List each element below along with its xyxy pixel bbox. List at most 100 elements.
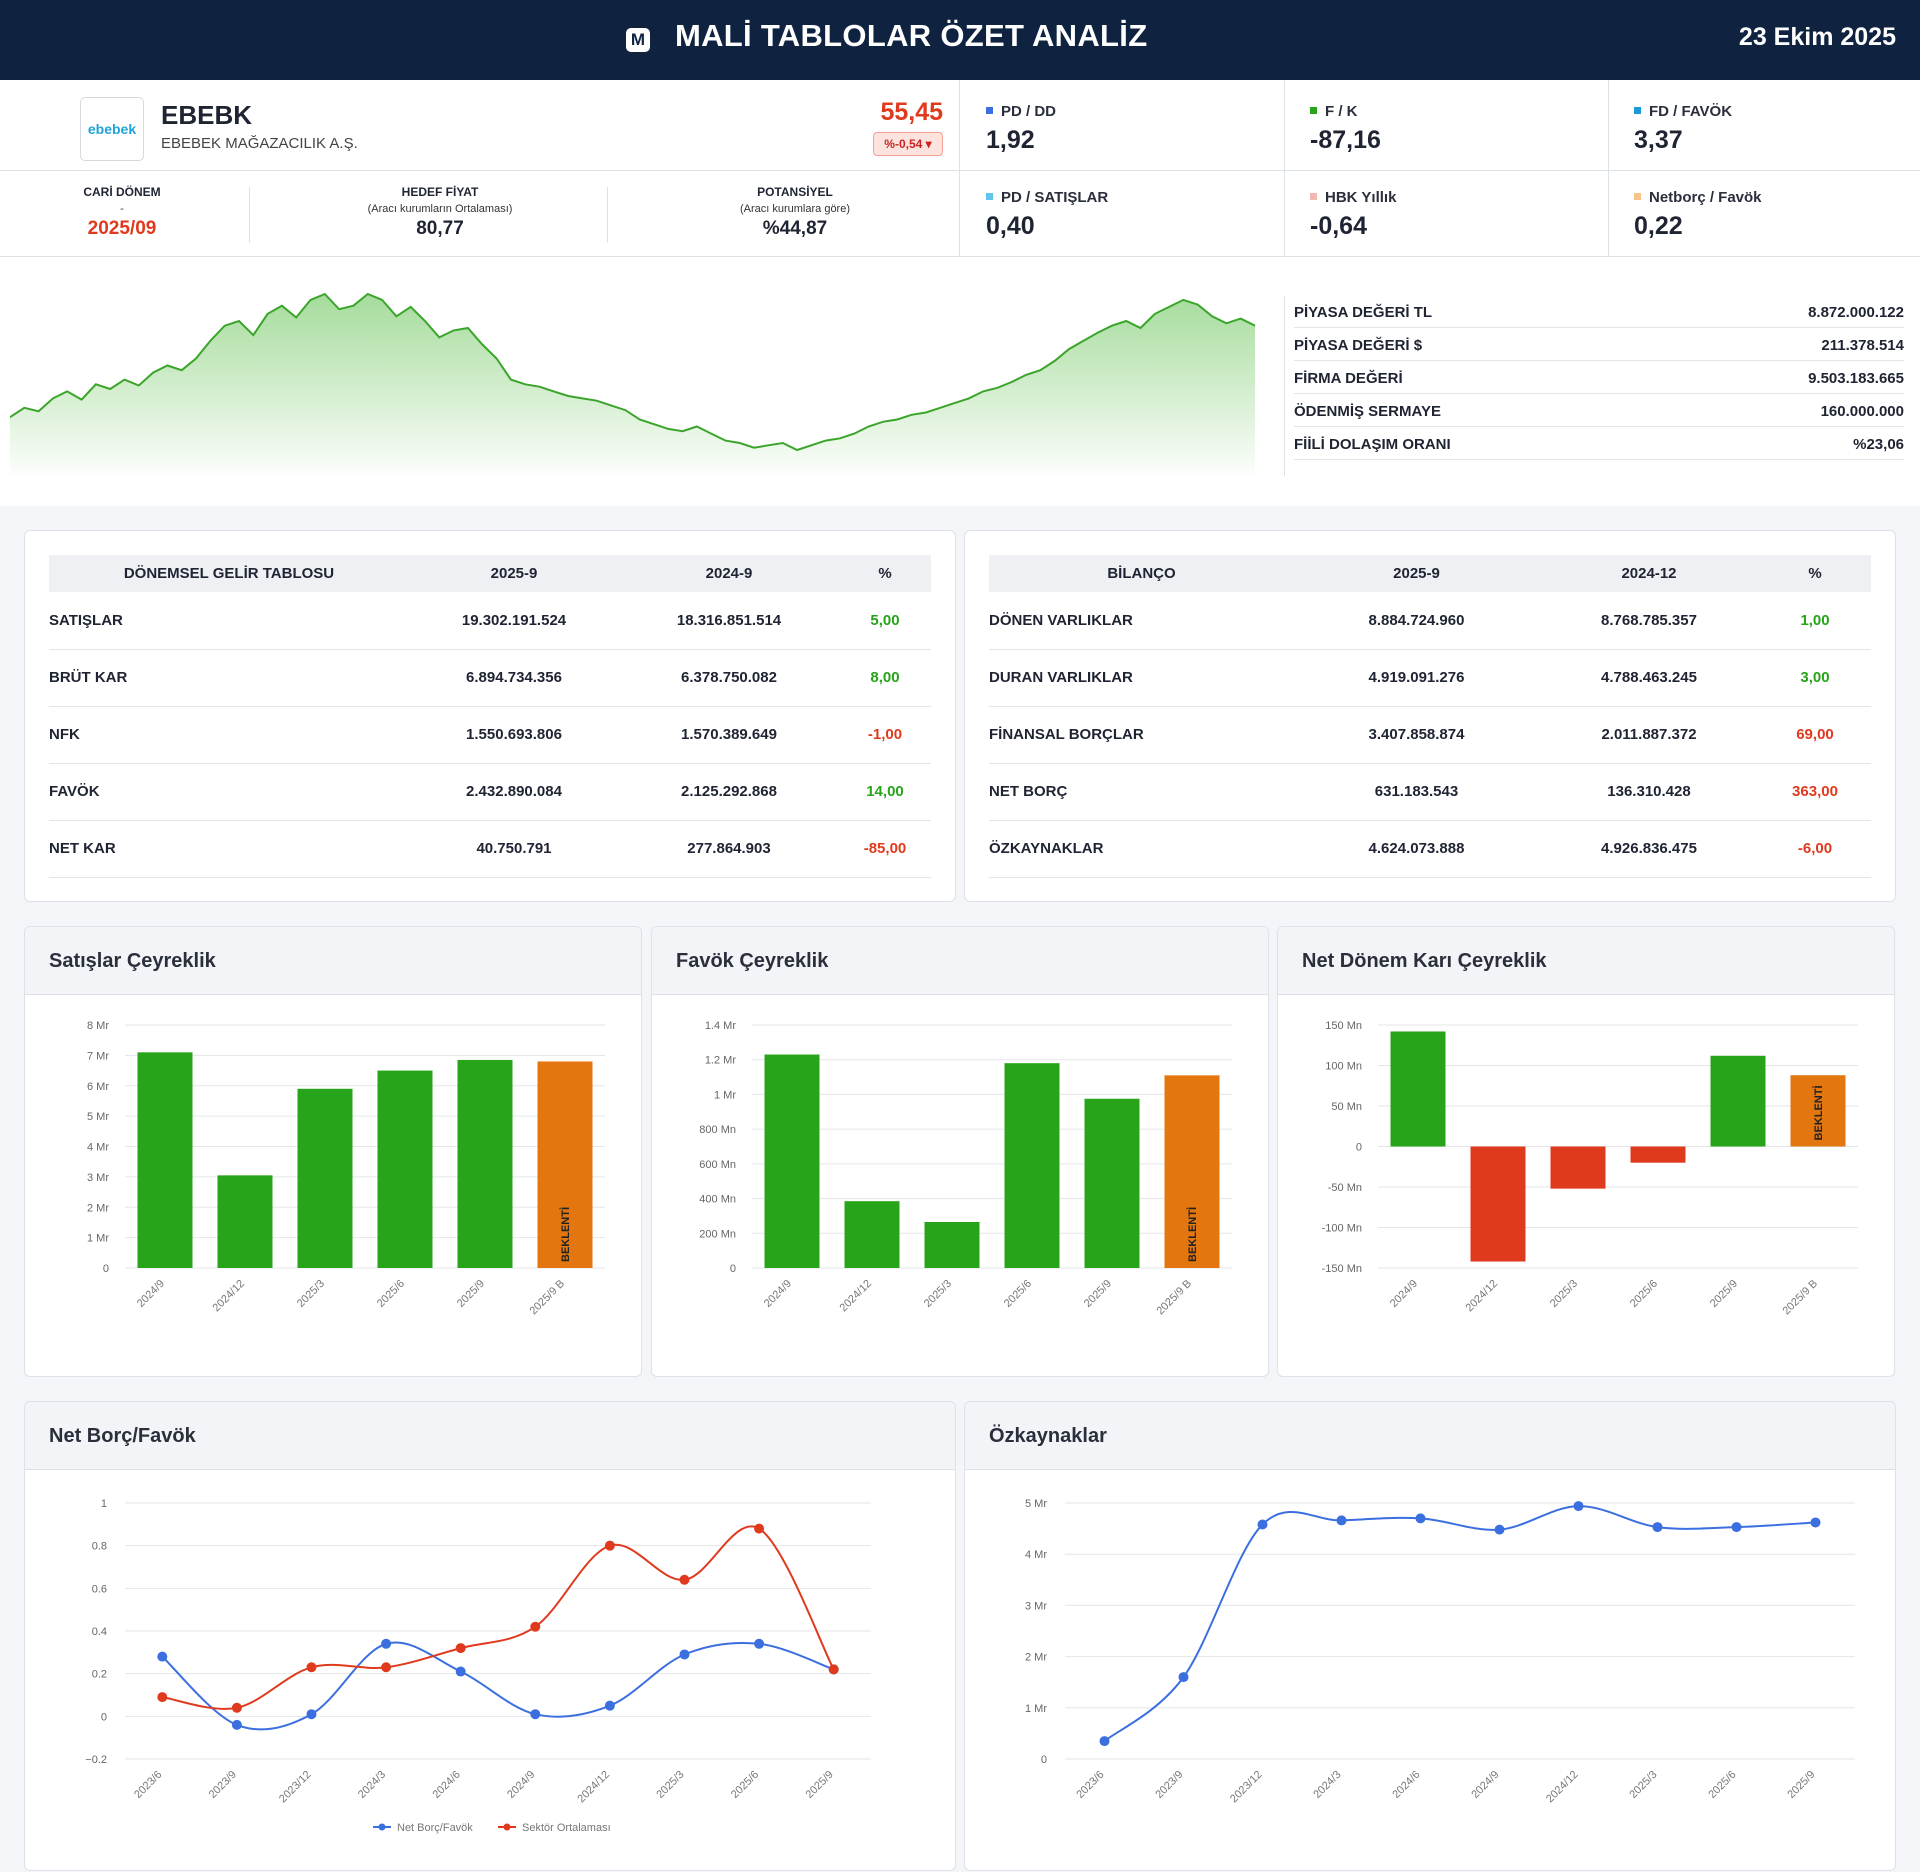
x-tick-label: 2024/12 xyxy=(838,1278,875,1315)
kv-label: PİYASA DEĞERİ $ xyxy=(1294,337,1423,354)
series-line xyxy=(1103,1505,1816,1742)
y-tick-label: 0 xyxy=(1041,1754,1047,1766)
y-tick-label: 3 Mr xyxy=(1025,1600,1047,1612)
target-label: HEDEF FİYAT xyxy=(401,185,479,199)
data-point xyxy=(231,1719,242,1730)
cell-value: 4.926.836.475 xyxy=(1539,820,1759,878)
net-debt-favok-line-chart: −0.2 0 0.2 0.4 0.6 0.8 1 2023/6 2023/9 2023/12 202… xyxy=(85,1498,871,1834)
change-percent: 8,00 xyxy=(839,649,931,707)
col-header: 2024-9 xyxy=(619,555,839,592)
cell-value: 4.624.073.888 xyxy=(1294,820,1539,878)
x-tick-label: 2024/6 xyxy=(431,1769,463,1801)
cell-value: 40.750.791 xyxy=(409,820,619,878)
cell-value: 8.884.724.960 xyxy=(1294,592,1539,650)
row-label: DÖNEN VARLIKLAR xyxy=(989,592,1294,650)
y-tick-label: 100 Mn xyxy=(1325,1061,1362,1073)
bar xyxy=(1084,1098,1140,1268)
balance-table: BİLANÇO 2025-9 2024-12 % DÖNEN VARLIKLAR… xyxy=(989,555,1871,878)
data-point xyxy=(1810,1517,1821,1528)
kv-label: FİRMA DEĞERİ xyxy=(1294,370,1403,387)
ratio-label: HBK Yıllık xyxy=(1325,189,1397,206)
bar xyxy=(924,1222,980,1268)
data-point xyxy=(1415,1513,1426,1524)
data-point xyxy=(306,1662,317,1673)
app-logo-icon: M xyxy=(626,28,650,52)
bar xyxy=(1390,1031,1446,1147)
ratio-value: -87,16 xyxy=(1310,126,1381,154)
bar xyxy=(137,1052,193,1268)
y-tick-label: 1 Mr xyxy=(1025,1703,1047,1715)
x-tick-label: 2024/3 xyxy=(1311,1769,1343,1801)
legend-marker-icon xyxy=(503,1823,511,1831)
series-line xyxy=(161,1641,835,1731)
kv-label: FİİLİ DOLAŞIM ORANI xyxy=(1294,436,1451,453)
x-tick-label: 2023/9 xyxy=(1153,1769,1185,1801)
table-row: SATIŞLAR 19.302.191.524 18.316.851.514 5,00 xyxy=(49,592,931,650)
period-value: 2025/09 xyxy=(87,218,157,239)
ratio-fk: F / K -87,16 xyxy=(1310,103,1381,155)
cell-value: 2.125.292.868 xyxy=(619,763,839,821)
y-tick-label: 1 xyxy=(101,1498,107,1510)
bar xyxy=(377,1070,433,1268)
equity-panel: Özkaynaklar 0 1 Mr 2 Mr 3 Mr 4 Mr 5 Mr 2023/6 2… xyxy=(964,1401,1896,1871)
panel-title: Net Borç/Favök xyxy=(25,1402,955,1470)
cell-value: 1.570.389.649 xyxy=(619,706,839,764)
price-area-fill xyxy=(10,294,1255,475)
table-row: ÖZKAYNAKLAR 4.624.073.888 4.926.836.475 -6,… xyxy=(989,820,1871,878)
stock-price: 55,45 xyxy=(880,98,943,126)
legend-label: Sektör Ortalaması xyxy=(522,1822,611,1834)
ratio-value: 1,92 xyxy=(986,126,1035,154)
company-name: EBEBEK MAĞAZACILIK A.Ş. xyxy=(161,135,358,152)
y-tick-label: 8 Mr xyxy=(87,1020,109,1032)
table-row: BRÜT KAR 6.894.734.356 6.378.750.082 8,00 xyxy=(49,649,931,707)
row-label: NET BORÇ xyxy=(989,763,1294,821)
divider xyxy=(0,170,1920,171)
panel-title: Favök Çeyreklik xyxy=(652,927,1268,995)
x-tick-label: 2024/3 xyxy=(356,1769,388,1801)
x-tick-label: 2025/9 B xyxy=(527,1278,567,1318)
market-value-row: FİRMA DEĞERİ 9.503.183.665 xyxy=(1294,361,1904,394)
x-tick-label: 2024/9 xyxy=(505,1769,537,1801)
col-header: % xyxy=(1759,555,1871,592)
x-tick-label: 2025/6 xyxy=(375,1278,407,1310)
x-tick-label: 2024/12 xyxy=(1544,1769,1581,1806)
data-point xyxy=(381,1662,392,1673)
divider xyxy=(249,187,250,243)
change-percent: -85,00 xyxy=(839,820,931,878)
bar xyxy=(457,1059,513,1268)
change-percent: 5,00 xyxy=(839,592,931,650)
panel-title: Net Dönem Karı Çeyreklik xyxy=(1278,927,1894,995)
y-tick-label: 2 Mr xyxy=(1025,1652,1047,1664)
legend-label: Net Borç/Favök xyxy=(397,1822,473,1834)
x-tick-label: 2025/9 xyxy=(455,1278,487,1310)
ratio-value: 3,37 xyxy=(1634,126,1683,154)
balance-sheet-panel: BİLANÇO 2025-9 2024-12 % DÖNEN VARLIKLAR… xyxy=(964,530,1896,902)
y-tick-label: 7 Mr xyxy=(87,1050,109,1062)
data-point xyxy=(1257,1519,1268,1530)
expected-bar xyxy=(1790,1075,1846,1147)
kv-value: 211.378.514 xyxy=(1821,337,1904,354)
y-tick-label: 0.2 xyxy=(92,1669,107,1681)
x-tick-label: 2023/12 xyxy=(1228,1769,1265,1806)
row-label: SATIŞLAR xyxy=(49,592,409,650)
company-ticker: EBEBK xyxy=(161,100,253,130)
data-point xyxy=(530,1709,541,1720)
data-point xyxy=(455,1666,466,1677)
expected-label: BEKLENTİ xyxy=(1812,1086,1825,1141)
data-point xyxy=(604,1700,615,1711)
cell-value: 631.183.543 xyxy=(1294,763,1539,821)
data-point xyxy=(1178,1672,1189,1683)
x-tick-label: 2025/9 B xyxy=(1154,1278,1194,1318)
x-tick-label: 2025/3 xyxy=(1627,1769,1659,1801)
cell-value: 18.316.851.514 xyxy=(619,592,839,650)
divider xyxy=(959,80,960,256)
divider xyxy=(607,187,608,243)
kv-value: 9.503.183.665 xyxy=(1808,370,1904,387)
y-tick-label: 0 xyxy=(730,1263,736,1275)
company-logo: ebebek xyxy=(80,97,144,161)
kv-label: PİYASA DEĞERİ TL xyxy=(1294,304,1433,321)
target-price-block: HEDEF FİYAT (Aracı kurumların Ortalaması… xyxy=(300,185,580,240)
market-value-row: ÖDENMİŞ SERMAYE 160.000.000 xyxy=(1294,394,1904,427)
ratio-pd-dd: PD / DD 1,92 xyxy=(986,103,1056,155)
market-value-row: FİİLİ DOLAŞIM ORANI %23,06 xyxy=(1294,427,1904,460)
